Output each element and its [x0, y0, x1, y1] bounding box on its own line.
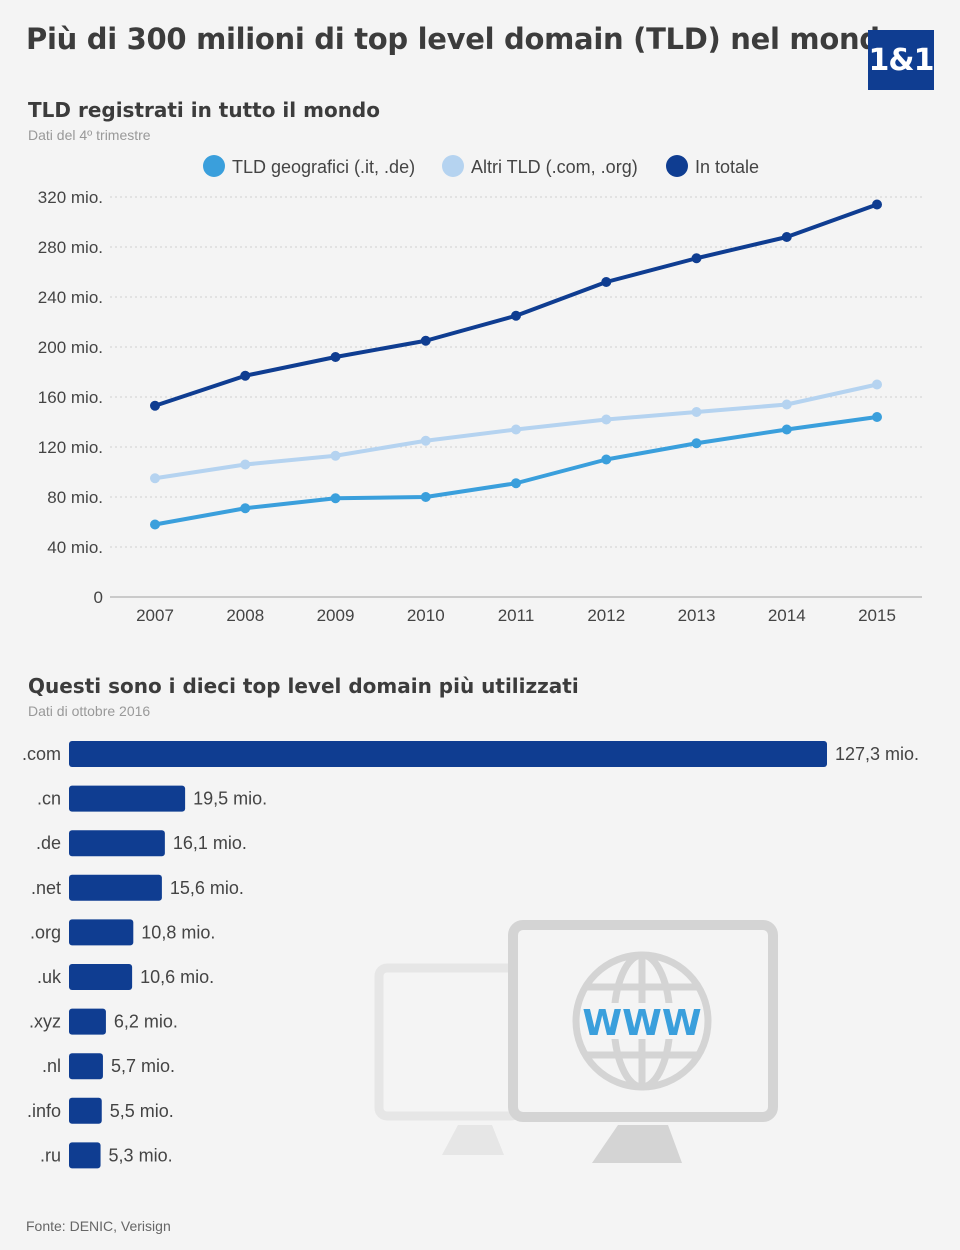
x-tick-label: 2011 [498, 606, 535, 625]
monitor-illustration: WWW [374, 920, 778, 1163]
data-point [420, 335, 431, 346]
data-point [511, 424, 521, 435]
bar [69, 1053, 103, 1080]
bar-value-label: 5,5 mio. [110, 1101, 174, 1121]
data-point [511, 478, 521, 489]
line-chart: 0 40 mio. 80 mio. 120 mio. 160 mio. 200 mio. 2… [38, 155, 922, 625]
y-tick-label: 200 mio. [38, 338, 103, 357]
legend-label: In totale [695, 157, 759, 177]
bar-category-label: .nl [42, 1056, 61, 1076]
bar-chart-title: Questi sono i dieci top level domain più… [28, 674, 579, 698]
bar [69, 785, 186, 812]
data-point [330, 493, 341, 504]
bar [69, 964, 133, 990]
data-point [872, 412, 882, 422]
bar-chart-subtitle: Dati di ottobre 2016 [28, 703, 151, 719]
y-tick-label: 40 mio. [47, 538, 103, 557]
data-point [691, 438, 702, 449]
bar [69, 919, 134, 946]
bar-category-label: .cn [37, 789, 61, 809]
data-point [330, 450, 341, 461]
x-tick-label: 2013 [678, 606, 716, 625]
data-point [781, 232, 792, 242]
bar-value-label: 127,3 mio. [835, 744, 919, 764]
data-point [781, 399, 792, 410]
brand-logo: 1&1 [868, 30, 934, 90]
y-tick-label: 160 mio. [38, 388, 103, 407]
bar-category-label: .uk [37, 967, 62, 987]
data-point [330, 352, 341, 362]
data-point [150, 473, 160, 484]
x-tick-label: 2007 [136, 606, 174, 625]
bar [69, 1142, 101, 1169]
x-tick-label: 2012 [587, 606, 625, 625]
data-point [150, 519, 160, 530]
data-point [240, 503, 251, 514]
line-chart-subtitle: Dati del 4º trimestre [28, 127, 151, 143]
bar-value-label: 6,2 mio. [114, 1012, 178, 1032]
bar [69, 1008, 106, 1035]
data-point [150, 400, 160, 411]
x-tick-label: 2015 [858, 606, 896, 625]
bar [69, 1097, 102, 1124]
data-point [240, 370, 251, 381]
y-tick-label: 0 [94, 588, 103, 607]
data-point [601, 414, 612, 425]
bar-category-label: .xyz [29, 1012, 61, 1032]
globe-icon [572, 951, 712, 1091]
bar [69, 874, 162, 901]
data-point [420, 435, 431, 446]
legend-marker [203, 155, 225, 177]
page-title: Più di 300 milioni di top level domain (… [26, 22, 900, 56]
data-point [691, 253, 702, 264]
bar-value-label: 16,1 mio. [173, 833, 247, 853]
y-tick-label: 240 mio. [38, 288, 103, 307]
y-tick-label: 320 mio. [38, 188, 103, 207]
bar-category-label: .org [30, 922, 61, 942]
bar-category-label: .de [36, 833, 61, 853]
bar [69, 741, 827, 767]
data-point [872, 379, 882, 390]
bar-category-label: .ru [40, 1145, 61, 1165]
y-tick-label: 80 mio. [47, 488, 103, 507]
line-chart-title: TLD registrati in tutto il mondo [28, 98, 380, 122]
data-point [691, 407, 702, 417]
y-tick-label: 280 mio. [38, 238, 103, 257]
series-line [154, 202, 878, 408]
data-point [872, 199, 882, 210]
x-tick-label: 2009 [317, 606, 355, 625]
y-tick-label: 120 mio. [38, 438, 103, 457]
data-point [601, 454, 612, 465]
legend-label: Altri TLD (.com, .org) [471, 157, 638, 177]
x-tick-label: 2010 [407, 606, 445, 625]
bar-category-label: .com [22, 744, 61, 764]
bar-value-label: 10,6 mio. [140, 967, 214, 987]
bar-category-label: .info [27, 1101, 61, 1121]
x-tick-label: 2014 [768, 606, 806, 625]
bar-category-label: .net [31, 878, 61, 898]
data-point [240, 459, 251, 470]
data-point [601, 277, 612, 287]
bar-value-label: 5,7 mio. [111, 1056, 175, 1076]
legend-marker [666, 155, 688, 177]
www-label: WWW [582, 1003, 701, 1044]
bar-value-label: 15,6 mio. [170, 878, 244, 898]
source-note: Fonte: DENIC, Verisign [26, 1218, 171, 1234]
bar-value-label: 5,3 mio. [109, 1145, 173, 1165]
legend-marker [442, 155, 464, 177]
data-point [781, 424, 792, 435]
data-point [511, 310, 521, 321]
x-tick-label: 2008 [226, 606, 264, 625]
legend-label: TLD geografici (.it, .de) [232, 157, 415, 177]
bar-value-label: 19,5 mio. [193, 789, 267, 809]
bar-chart: .com 127,3 mio. .cn 19,5 mio. .de 16,1 mio. .n… [22, 741, 919, 1169]
bar-value-label: 10,8 mio. [141, 922, 215, 942]
bar [69, 830, 165, 857]
data-point [420, 492, 431, 502]
